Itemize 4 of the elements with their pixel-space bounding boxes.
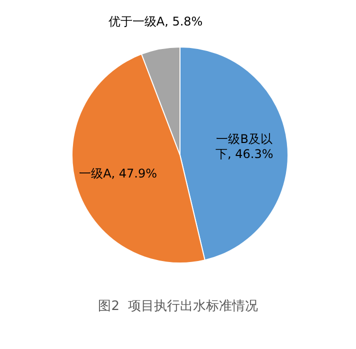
- slice-label: 一级A, 47.9%: [79, 166, 158, 182]
- slice-label: 一级B及以下, 46.3%: [214, 132, 274, 162]
- text: 图2 项目执行出水标准情况: [98, 299, 258, 314]
- slice-label: 优于一级A, 5.8%: [108, 14, 203, 30]
